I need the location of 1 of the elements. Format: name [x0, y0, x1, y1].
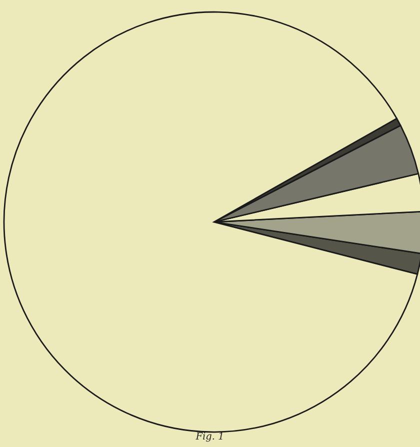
caption: Fig. 1 [196, 432, 222, 442]
